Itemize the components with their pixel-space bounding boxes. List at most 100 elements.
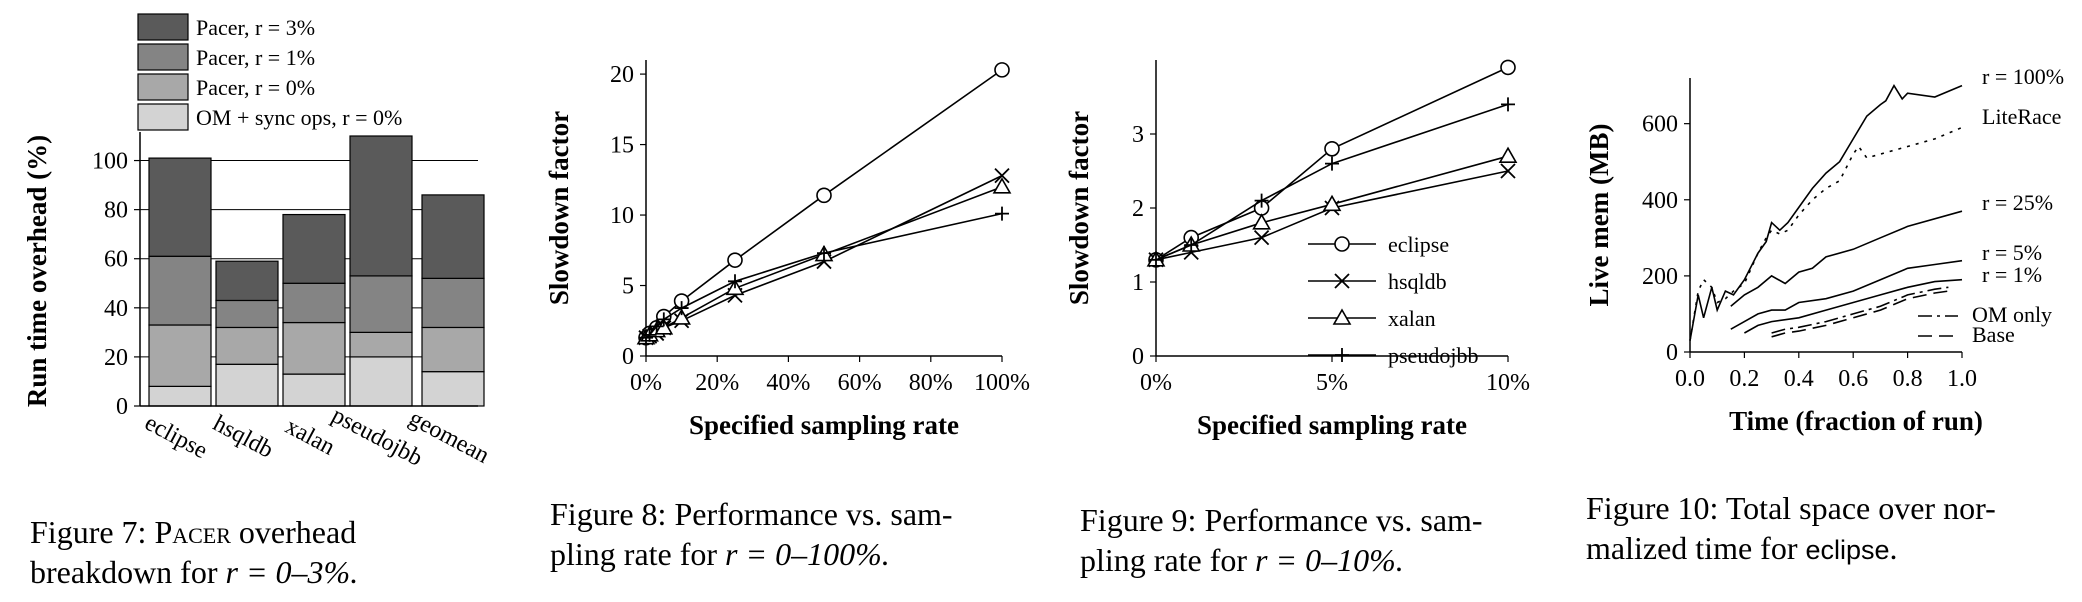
data-point-pseudojbb [674, 301, 689, 316]
x-axis-label: Specified sampling rate [1197, 410, 1467, 440]
series-line-r-5 [1730, 259, 1963, 330]
caption-line-1: Figure 8: Performance vs. sam- [550, 496, 953, 532]
y-tick-label: 400 [1642, 188, 1678, 214]
series-literace: LiteRace [1689, 104, 2061, 341]
legend-marker-pseudojbb [1335, 348, 1349, 362]
bar-segment-xalan-om-sync-ops-r-0 [282, 373, 346, 407]
x-tick-label: 0% [630, 370, 662, 396]
series-line-r-1 [1744, 278, 1963, 334]
figure-9-caption: Figure 9: Performance vs. sam- pling rat… [1080, 500, 1550, 580]
caption-math: r = 0–100%. [725, 536, 890, 572]
caption-line-2: malized time for [1586, 530, 1806, 566]
y-tick-label: 1 [1132, 270, 1144, 296]
x-tick-label: 20% [695, 370, 739, 396]
caption-rest: overhead breakdown for [30, 514, 357, 590]
y-tick-label: 60 [104, 247, 128, 273]
y-tick-label: 40 [104, 296, 128, 322]
legend-label-pacer-r-0: Pacer, r = 0% [196, 75, 315, 100]
bar-segment-pseudojbb-pacer-r-0 [349, 331, 413, 358]
bar-segment-hsqldb-pacer-r-0 [215, 326, 279, 365]
data-point-eclipse [727, 252, 743, 268]
series-line-base [1771, 290, 1949, 338]
series-label-r-25: r = 25% [1982, 190, 2053, 215]
data-point-pseudojbb [639, 330, 653, 345]
bar-segment-eclipse-om-sync-ops-r-0 [148, 385, 212, 407]
bar-segment-pseudojbb-pacer-r-3 [349, 135, 413, 277]
series-line-hsqldb [1155, 170, 1509, 261]
x-tick-label: 60% [838, 370, 882, 396]
x-tick-label: 10% [1486, 370, 1530, 396]
bar-segment-hsqldb-om-sync-ops-r-0 [215, 363, 279, 407]
x-tick-label: 0.4 [1784, 366, 1814, 392]
x-axis-label: Specified sampling rate [689, 410, 959, 440]
x-tick-label-hsqldb: hsqldb [209, 411, 278, 464]
caption-math: r = 0–10%. [1255, 542, 1404, 578]
bar-segment-geomean-pacer-r-0 [421, 326, 485, 373]
x-tick-label: 0.2 [1729, 366, 1759, 392]
data-point-xalan [1252, 213, 1271, 230]
series-r-25: r = 25% [1730, 190, 2053, 307]
legend-swatch-pacer-r-3 [137, 13, 189, 41]
series-label-om-only: OM only [1972, 302, 2052, 327]
bar-segment-pseudojbb-om-sync-ops-r-0 [349, 356, 413, 407]
series-label-r-100: r = 100% [1982, 64, 2064, 89]
x-tick-label-eclipse: eclipse [140, 410, 211, 464]
data-point-eclipse [1500, 59, 1516, 76]
series-line-r-100 [1689, 84, 1963, 341]
y-tick-label: 0 [116, 394, 128, 420]
series-pseudojbb [1149, 97, 1515, 267]
legend-swatch-om-sync-ops-r-0 [137, 103, 189, 131]
y-tick-label: 2 [1132, 196, 1144, 222]
data-point-xalan [1322, 194, 1342, 212]
data-point-pseudojbb [1325, 156, 1339, 171]
bar-segment-eclipse-pacer-r-0 [148, 324, 212, 387]
data-point-hsqldb [1253, 229, 1270, 246]
series-r-5: r = 5% [1730, 240, 2042, 330]
legend-label-hsqldb: hsqldb [1388, 269, 1447, 294]
caption-line-2: pling rate for [550, 536, 726, 572]
y-tick-label: 0 [1666, 340, 1678, 366]
caption-math: r = 0–3%. [225, 554, 359, 590]
y-tick-label: 200 [1642, 264, 1678, 290]
bar-segment-eclipse-pacer-r-3 [148, 157, 212, 257]
data-point-pseudojbb [728, 274, 742, 289]
data-point-pseudojbb [649, 319, 664, 334]
data-point-pseudojbb [1254, 193, 1269, 208]
series-label-r-1: r = 1% [1982, 262, 2042, 287]
x-tick-label: 0.0 [1675, 366, 1705, 392]
y-tick-label: 20 [610, 62, 634, 88]
figure-7-panel: 0 20 40 60 80 100 eclipse hsqldb xalan pseudojbb g… [0, 0, 520, 602]
x-tick-label: 40% [766, 370, 810, 396]
legend: eclipse hsqldb xalan pseudojbb [1308, 232, 1478, 368]
series-label-base: Base [1972, 322, 2015, 347]
y-tick-label: 5 [622, 274, 634, 300]
figure-8-caption: Figure 8: Performance vs. sam- pling rat… [550, 494, 1030, 574]
bar-segment-geomean-om-sync-ops-r-0 [421, 371, 485, 407]
data-point-hsqldb [1500, 163, 1516, 179]
bar-segment-hsqldb-pacer-r-1 [215, 299, 279, 329]
y-tick-label: 20 [104, 345, 128, 371]
y-axis-label: Slowdown factor [544, 111, 574, 305]
data-point-pseudojbb [656, 312, 671, 327]
series-base: Base [1771, 290, 2015, 347]
y-tick-label: 80 [104, 198, 128, 224]
legend-marker-hsqldb [1334, 273, 1350, 289]
caption-line-1: Figure 10: Total space over nor- [1586, 490, 1996, 526]
figure-9-panel: 0% 5% 10% 0 1 2 3 Specified sampling rate Slowdo… [1050, 0, 1570, 602]
series-line-eclipse [645, 69, 1003, 339]
figure-10-chart: 0.0 0.2 0.4 0.6 0.8 1.0 0 200 400 600 Time (fracti… [1584, 64, 2064, 436]
legend-marker-eclipse [1334, 236, 1350, 252]
data-point-xalan [672, 308, 691, 325]
figure-8-panel: 0% 20% 40% 60% 80% 100% 0 5 10 15 20 Specified samp… [530, 0, 1050, 602]
figure-10-panel: 0.0 0.2 0.4 0.6 0.8 1.0 0 200 400 600 Time (fracti… [1570, 0, 2082, 602]
legend-label-pseudojbb: pseudojbb [1388, 343, 1478, 368]
x-tick-label: 0.8 [1893, 366, 1923, 392]
figure-7-caption: Figure 7: Pacer overhead breakdown for r… [30, 512, 500, 592]
caption-line-1: Figure 9: Performance vs. sam- [1080, 502, 1483, 538]
caption-end: . [1889, 530, 1898, 566]
bar-segment-eclipse-pacer-r-1 [148, 255, 212, 326]
data-point-hsqldb [994, 167, 1010, 184]
series-xalan [636, 177, 1012, 345]
caption-prefix: Figure 7: [30, 514, 155, 550]
bar-segment-geomean-pacer-r-1 [421, 277, 485, 329]
